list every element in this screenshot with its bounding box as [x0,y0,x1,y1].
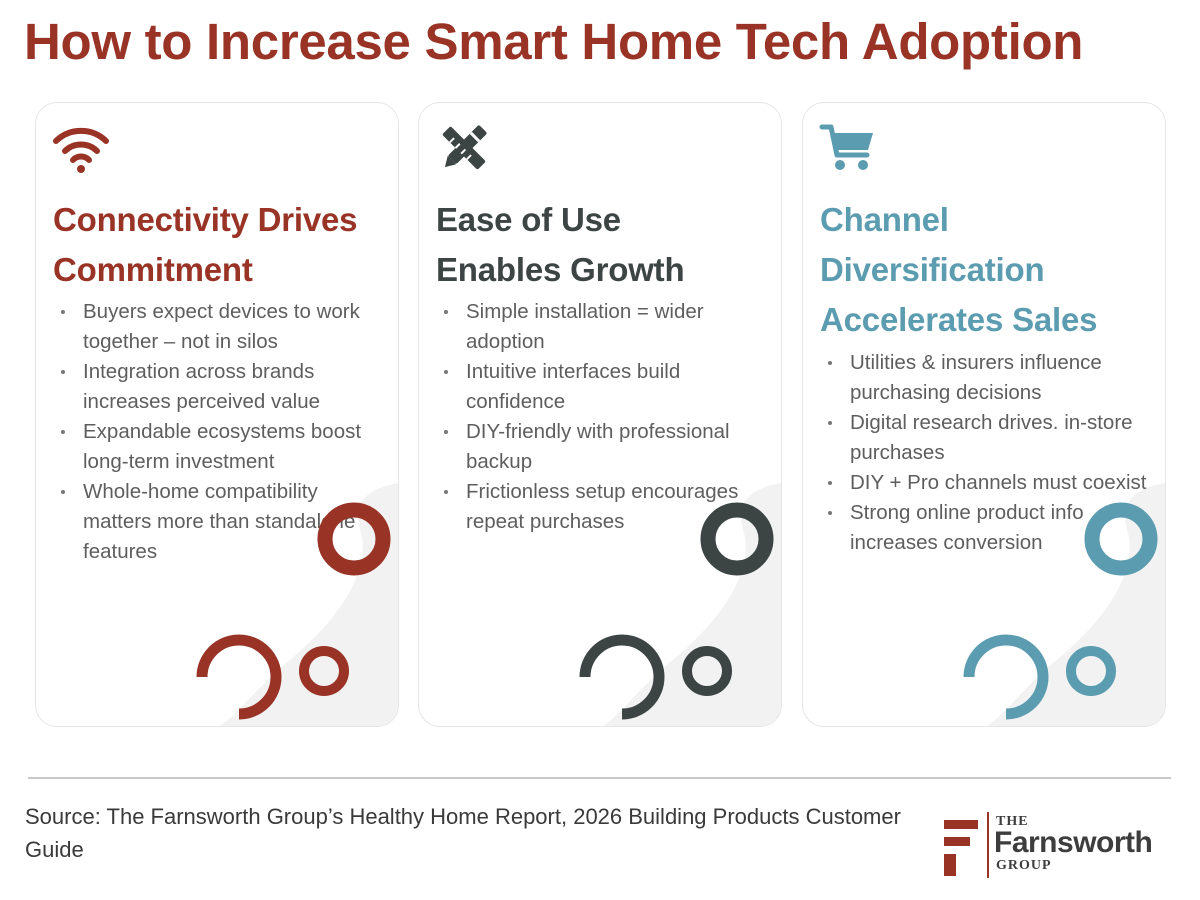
shopping-cart-icon [819,124,873,170]
card-channel-diversification: Channel Diversification Accelerates Sale… [802,102,1166,727]
card-heading-line: Accelerates Sales [820,301,1098,338]
card-ease-of-use: Ease of Use Enables Growth Simple instal… [418,102,782,727]
list-item: Intuitive interfaces build confidence [441,357,771,417]
logo-name: Farnsworth [994,826,1153,859]
list-item: Buyers expect devices to work together –… [58,297,388,357]
list-item: DIY-friendly with professional backup [441,417,771,477]
bullet-list: Buyers expect devices to work together –… [58,297,388,567]
card-heading-line: Channel [820,201,949,238]
list-item: Utilities & insurers influence purchasin… [825,348,1155,408]
divider [28,777,1171,779]
card-heading: Connectivity Drives Commitment [53,195,398,295]
list-item: Whole-home compatibility matters more th… [58,477,388,567]
card-connectivity: Connectivity Drives Commitment Buyers ex… [35,102,399,727]
page-title: How to Increase Smart Home Tech Adoption [24,13,1084,70]
source-note: Source: The Farnsworth Group’s Healthy H… [25,804,901,862]
list-item: Integration across brands increases perc… [58,357,388,417]
logo-divider [987,812,989,878]
card-heading-line: Ease of Use [436,201,621,238]
farnsworth-logo: THE Farnsworth GROUP [940,808,1180,883]
list-item: Strong online product info increases con… [825,498,1155,558]
bullet-list: Simple installation = wider adoption Int… [441,297,771,537]
tools-icon [442,125,487,170]
card-background-shape [219,483,398,726]
card-heading-line: Diversification [820,251,1045,288]
card-heading: Ease of Use Enables Growth [436,195,781,295]
card-background-shape [986,483,1165,726]
card-heading: Channel Diversification Accelerates Sale… [820,195,1165,345]
card-heading-line: Commitment [53,251,253,288]
farnsworth-logo-mark-icon [944,820,978,876]
logo-group: GROUP [996,858,1052,873]
list-item: Frictionless setup encourages repeat pur… [441,477,771,537]
list-item: Expandable ecosystems boost long-term in… [58,417,388,477]
card-heading-line: Enables Growth [436,251,685,288]
wifi-icon [53,127,109,173]
list-item: DIY + Pro channels must coexist [825,468,1155,498]
list-item: Simple installation = wider adoption [441,297,771,357]
card-heading-line: Connectivity Drives [53,201,358,238]
list-item: Digital research drives. in-store purcha… [825,408,1155,468]
card-background-shape [602,483,781,726]
logo-the: THE [996,814,1029,829]
bullet-list: Utilities & insurers influence purchasin… [825,348,1155,558]
